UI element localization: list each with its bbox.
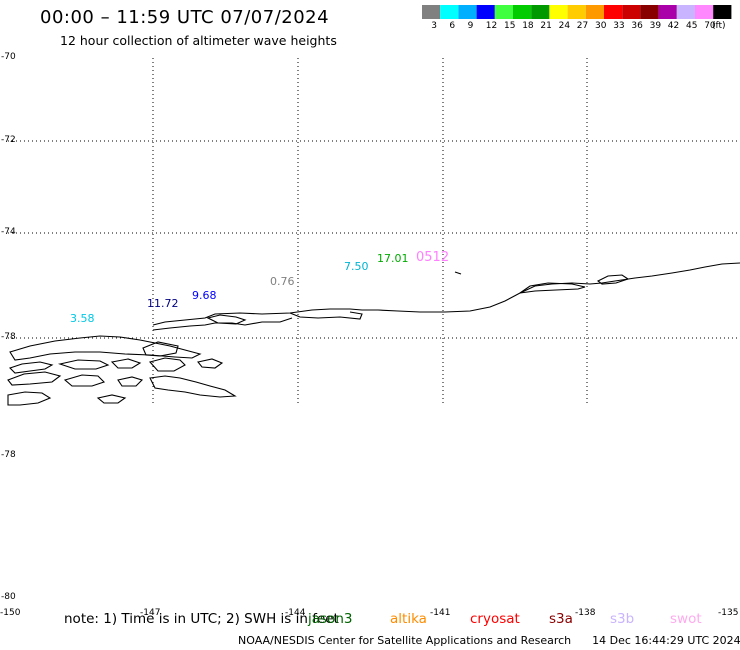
- legend-swatch: [604, 5, 623, 19]
- wave-height-label: 11.72: [147, 297, 179, 310]
- wave-height-label: 0512: [416, 250, 450, 265]
- lon-label: -141: [430, 608, 451, 618]
- lon-label: -135: [718, 608, 739, 618]
- legend-swatch: [549, 5, 568, 19]
- legend-swatch: [713, 5, 732, 19]
- wave-height-label: 0.76: [270, 275, 295, 288]
- lon-label: -138: [575, 608, 596, 618]
- coast-lower-edge: [152, 317, 293, 331]
- legend-swatch: [585, 5, 604, 19]
- ice-rise: [8, 361, 54, 374]
- lon-label: -150: [0, 608, 21, 618]
- ice-rise: [148, 357, 186, 372]
- ice-rise: [7, 371, 62, 386]
- coast-island: [596, 274, 630, 285]
- coast-peninsula: [206, 314, 247, 325]
- legend-label: 3: [431, 21, 437, 31]
- lon-label: -144: [285, 608, 306, 618]
- legend-swatch: [567, 5, 586, 19]
- ice-rise: [7, 391, 52, 406]
- legend-swatch: [458, 5, 477, 19]
- legend-swatch: [494, 5, 513, 19]
- ice-rise: [149, 375, 237, 398]
- legend-swatch: [476, 5, 495, 19]
- satellite-s3b: s3b: [610, 611, 635, 627]
- ice-rise: [117, 376, 144, 387]
- legend-swatch: [658, 5, 677, 19]
- legend-swatch: [440, 5, 459, 19]
- ice-rise: [142, 341, 179, 357]
- ice-shelf-edge: [152, 262, 740, 326]
- credit-text: NOAA/NESDIS Center for Satellite Applica…: [238, 634, 572, 647]
- coast-loop: [519, 282, 586, 294]
- wave-height-label: 9.68: [192, 289, 217, 302]
- legend-swatch: [640, 5, 659, 19]
- coastline: [7, 262, 740, 406]
- ice-rise: [197, 358, 224, 369]
- legend-unit: (ft): [712, 21, 726, 31]
- map-title: 00:00 – 11:59 UTC 07/07/2024: [40, 7, 330, 28]
- legend-swatch: [513, 5, 532, 19]
- coast-inlet: [289, 311, 363, 320]
- generated-timestamp: 14 Dec 16:44:29 UTC 2024: [592, 634, 740, 647]
- satellite-cryosat: cryosat: [470, 611, 520, 627]
- legend-swatch: [676, 5, 695, 19]
- legend-label: 6: [449, 21, 456, 31]
- credit-line: NOAA/NESDIS Center for Satellite Applica…: [238, 635, 740, 646]
- map-subtitle: 12 hour collection of altimeter wave hei…: [60, 33, 337, 48]
- legend-label: 45: [686, 21, 698, 31]
- lat-label: -78: [1, 450, 16, 460]
- legend-swatch: [622, 5, 641, 19]
- legend-label: 12: [485, 21, 498, 31]
- satellite-jason3: jason3: [308, 611, 353, 627]
- legend-label: 9: [467, 21, 474, 31]
- wave-height-label: 7.50: [344, 260, 369, 273]
- satellite-altika: altika: [390, 611, 427, 627]
- legend-label: 30: [595, 21, 607, 31]
- legend-label: 39: [649, 21, 662, 31]
- ice-rise: [63, 374, 106, 387]
- lat-label: -72: [1, 135, 16, 145]
- legend-label: 36: [631, 21, 643, 31]
- legend-label: 27: [576, 21, 589, 31]
- wave-height-label: 17.01: [377, 252, 409, 265]
- lat-label: -70: [1, 52, 16, 62]
- ice-rise: [96, 394, 127, 404]
- satellite-s3a: s3a: [549, 611, 573, 627]
- wave-height-label: 3.58: [70, 312, 95, 325]
- legend-swatches: [422, 5, 732, 19]
- ice-rise: [9, 335, 202, 361]
- lat-label: -80: [1, 592, 16, 602]
- lon-label: -147: [140, 608, 161, 618]
- legend-swatch: [695, 5, 714, 19]
- legend-label: 15: [504, 21, 516, 31]
- legend-swatch: [531, 5, 550, 19]
- ice-rise: [57, 359, 110, 370]
- ice-rise: [110, 358, 142, 369]
- lat-label: -78: [1, 332, 16, 342]
- legend-label: 70: [704, 21, 716, 31]
- legend-label: 33: [613, 21, 625, 31]
- legend-label: 21: [540, 21, 552, 31]
- legend-label: 42: [667, 21, 680, 31]
- coast-spur: [454, 271, 462, 275]
- legend-label: 24: [558, 21, 571, 31]
- lat-label: -74: [1, 227, 16, 237]
- footnote: note: 1) Time is in UTC; 2) SWH is in fe…: [64, 611, 339, 627]
- legend-swatch: [422, 5, 441, 19]
- satellite-swot: swot: [670, 611, 702, 627]
- legend-label: 18: [522, 21, 534, 31]
